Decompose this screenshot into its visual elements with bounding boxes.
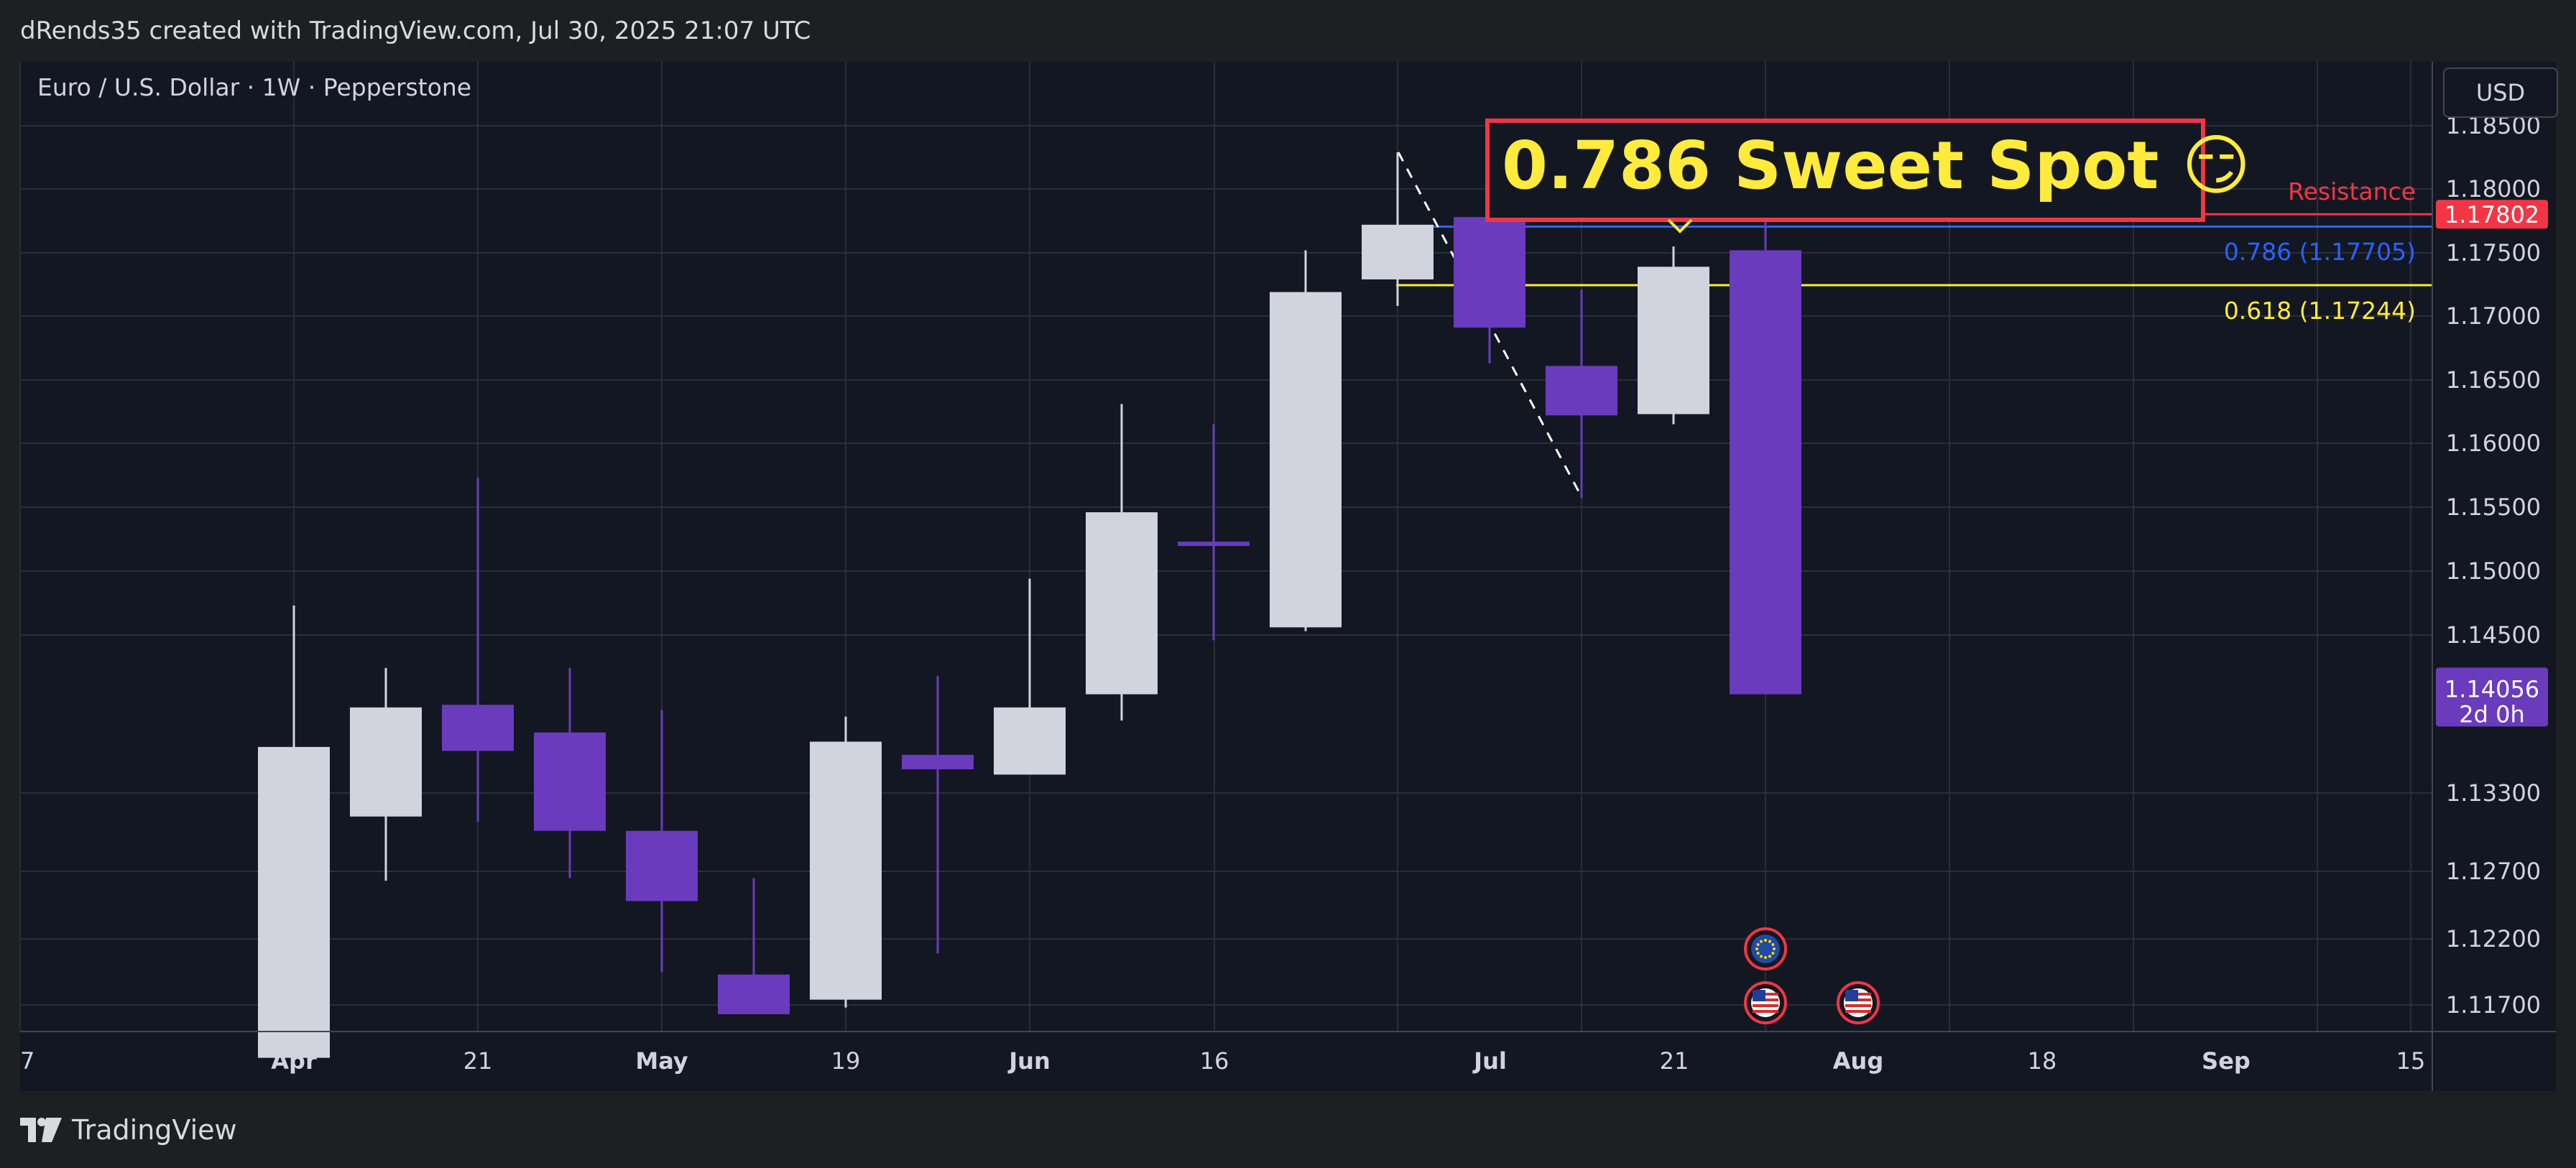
candle-body: [1362, 224, 1434, 279]
price-tick-label: 1.16000: [2446, 430, 2541, 457]
price-badge-text: 1.17802: [2445, 201, 2539, 228]
event-markers[interactable]: [1744, 927, 1880, 1024]
eu-star: [1768, 940, 1771, 943]
candle-body: [626, 830, 698, 902]
eu-star: [1771, 952, 1775, 955]
eu-star: [1764, 956, 1767, 959]
eu-star: [1768, 955, 1771, 958]
candle-body: [1638, 266, 1709, 414]
candle-body: [1178, 542, 1250, 547]
price-tick-label: 1.13300: [2446, 779, 2541, 807]
candle-body: [442, 705, 514, 751]
us-canton: [1845, 990, 1858, 1001]
candle-body: [534, 732, 606, 831]
annotation-box[interactable]: 0.786 Sweet Spot 😏: [1485, 119, 2250, 233]
time-tick-label: Aug: [1833, 1047, 1883, 1075]
eu-star: [1755, 947, 1758, 950]
price-tick-label: 1.17000: [2446, 302, 2541, 330]
level-label: 0.786 (1.17705): [2224, 238, 2416, 266]
candle-body: [1730, 250, 1801, 695]
currency-button[interactable]: USD: [2443, 68, 2558, 118]
time-tick-label: 19: [831, 1047, 861, 1075]
time-tick-label: Sep: [2202, 1047, 2250, 1075]
time-tick-label: 7: [20, 1047, 34, 1075]
time-tick-label: 15: [2396, 1047, 2426, 1075]
countdown-text: 2d 0h: [2459, 700, 2524, 728]
eu-star: [1756, 943, 1760, 946]
eu-star: [1773, 947, 1776, 950]
time-tick-label: 18: [2028, 1047, 2057, 1075]
price-tick-label: 1.14500: [2446, 621, 2541, 649]
time-axis[interactable]: 7 Apr 21 May 19 Jun 16 Jul 21 Aug 18 Sep 15: [20, 1031, 2556, 1075]
time-tick-label: Jun: [1007, 1047, 1050, 1075]
price-badge: [2436, 200, 2548, 229]
annotation-text: 0.786 Sweet Spot 😏: [1502, 127, 2250, 204]
price-tick-label: 1.11700: [2446, 991, 2541, 1019]
candle-body: [718, 974, 790, 1014]
time-tick-label: May: [635, 1047, 688, 1075]
candle-body: [994, 707, 1066, 775]
time-tick-label: Jul: [1472, 1047, 1507, 1075]
candle-body: [350, 707, 422, 817]
time-tick-label: 16: [1200, 1047, 1229, 1075]
candles: [258, 152, 1801, 1058]
price-tick-label: 1.15000: [2446, 557, 2541, 585]
candle-body: [1546, 366, 1617, 416]
candle-body: [902, 754, 974, 769]
footer-brand-text: TradingView: [72, 1114, 237, 1146]
annotation-arrow: [1667, 218, 1693, 233]
current-price-text: 1.14056: [2445, 675, 2539, 703]
level-label: 0.618 (1.17244): [2224, 297, 2416, 325]
candle-body: [1454, 217, 1525, 328]
price-tick-label: 1.16500: [2446, 366, 2541, 394]
candle-body: [810, 741, 882, 1000]
time-tick-label: 21: [1660, 1047, 1689, 1075]
eu-star: [1760, 955, 1763, 958]
price-tick-label: 1.18000: [2446, 175, 2541, 203]
footer-branding[interactable]: TradingView: [20, 1112, 237, 1148]
horizontal-levels: Resistance 1.17802 0.786 (1.17705) 0.618 (1…: [1396, 177, 2548, 728]
level-label: Resistance: [2288, 177, 2416, 205]
price-tick-label: 1.12700: [2446, 858, 2541, 885]
eu-star: [1760, 940, 1763, 943]
candle-body: [1086, 512, 1158, 695]
current-price-badge: [2436, 667, 2548, 727]
eu-flag-fill: [1751, 935, 1780, 963]
eu-star: [1756, 952, 1760, 955]
time-tick-label: Apr: [271, 1047, 317, 1075]
price-tick-label: 1.17500: [2446, 239, 2541, 266]
price-axis[interactable]: 1.185001.180001.175001.170001.165001.160…: [2432, 62, 2541, 1091]
candle-body: [258, 746, 330, 1058]
price-tick-label: 1.12200: [2446, 925, 2541, 953]
tradingview-logo-icon: [20, 1118, 62, 1142]
time-tick-label: 21: [463, 1047, 493, 1075]
symbol-label[interactable]: Euro / U.S. Dollar · 1W · Pepperstone: [37, 73, 472, 101]
price-tick-label: 1.15500: [2446, 493, 2541, 521]
attribution-header: dRends35 created with TradingView.com, J…: [0, 0, 2576, 62]
attribution-text: dRends35 created with TradingView.com, J…: [20, 17, 811, 45]
candle-body: [1270, 292, 1342, 628]
grid: [19, 62, 2432, 1032]
us-canton: [1753, 990, 1765, 1001]
eu-star: [1771, 943, 1775, 946]
eu-star: [1764, 939, 1767, 942]
